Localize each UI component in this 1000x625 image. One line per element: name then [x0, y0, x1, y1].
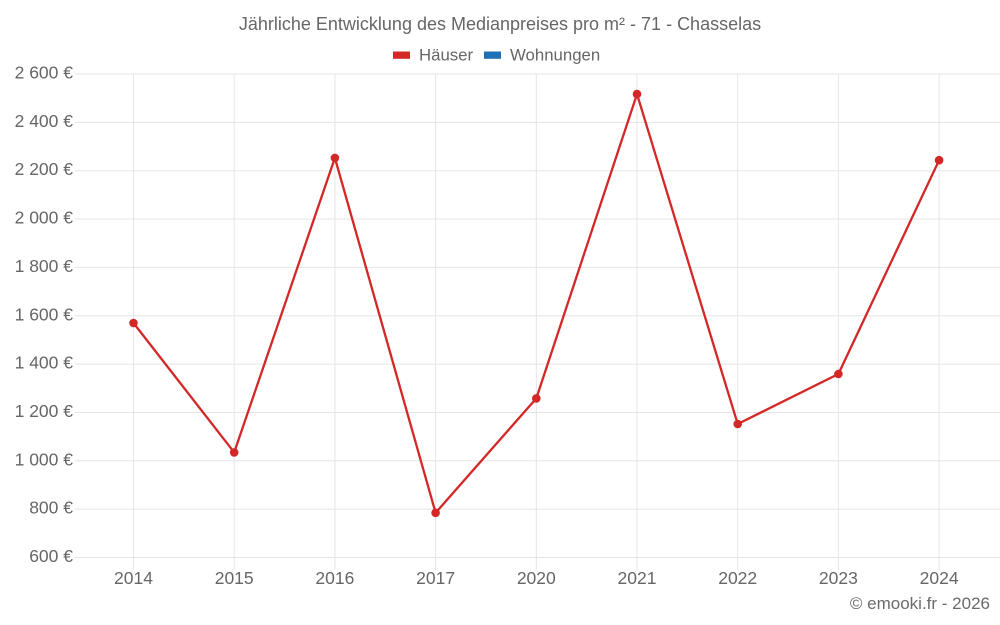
svg-text:2 600 €: 2 600 €	[15, 63, 74, 83]
svg-text:2020: 2020	[517, 568, 556, 588]
svg-text:Wohnungen: Wohnungen	[510, 46, 600, 65]
svg-text:2015: 2015	[215, 568, 254, 588]
svg-text:1 400 €: 1 400 €	[15, 353, 74, 373]
svg-text:1 000 €: 1 000 €	[15, 449, 74, 469]
svg-text:2 400 €: 2 400 €	[15, 111, 74, 131]
svg-text:Häuser: Häuser	[419, 46, 474, 65]
svg-text:800 €: 800 €	[29, 498, 73, 518]
svg-text:2023: 2023	[819, 568, 858, 588]
svg-text:2 200 €: 2 200 €	[15, 159, 74, 179]
svg-text:600 €: 600 €	[29, 546, 73, 566]
svg-text:1 800 €: 1 800 €	[15, 256, 74, 276]
svg-text:© emooki.fr - 2026: © emooki.fr - 2026	[850, 594, 990, 613]
svg-text:2021: 2021	[618, 568, 657, 588]
svg-text:1 600 €: 1 600 €	[15, 304, 74, 324]
svg-text:2 000 €: 2 000 €	[15, 208, 74, 228]
svg-text:2022: 2022	[718, 568, 757, 588]
svg-text:2014: 2014	[114, 568, 153, 588]
svg-text:2024: 2024	[920, 568, 959, 588]
svg-text:Jährliche Entwicklung des Medi: Jährliche Entwicklung des Medianpreises …	[239, 14, 761, 34]
svg-text:2016: 2016	[315, 568, 354, 588]
svg-text:1 200 €: 1 200 €	[15, 401, 74, 421]
svg-text:2017: 2017	[416, 568, 455, 588]
